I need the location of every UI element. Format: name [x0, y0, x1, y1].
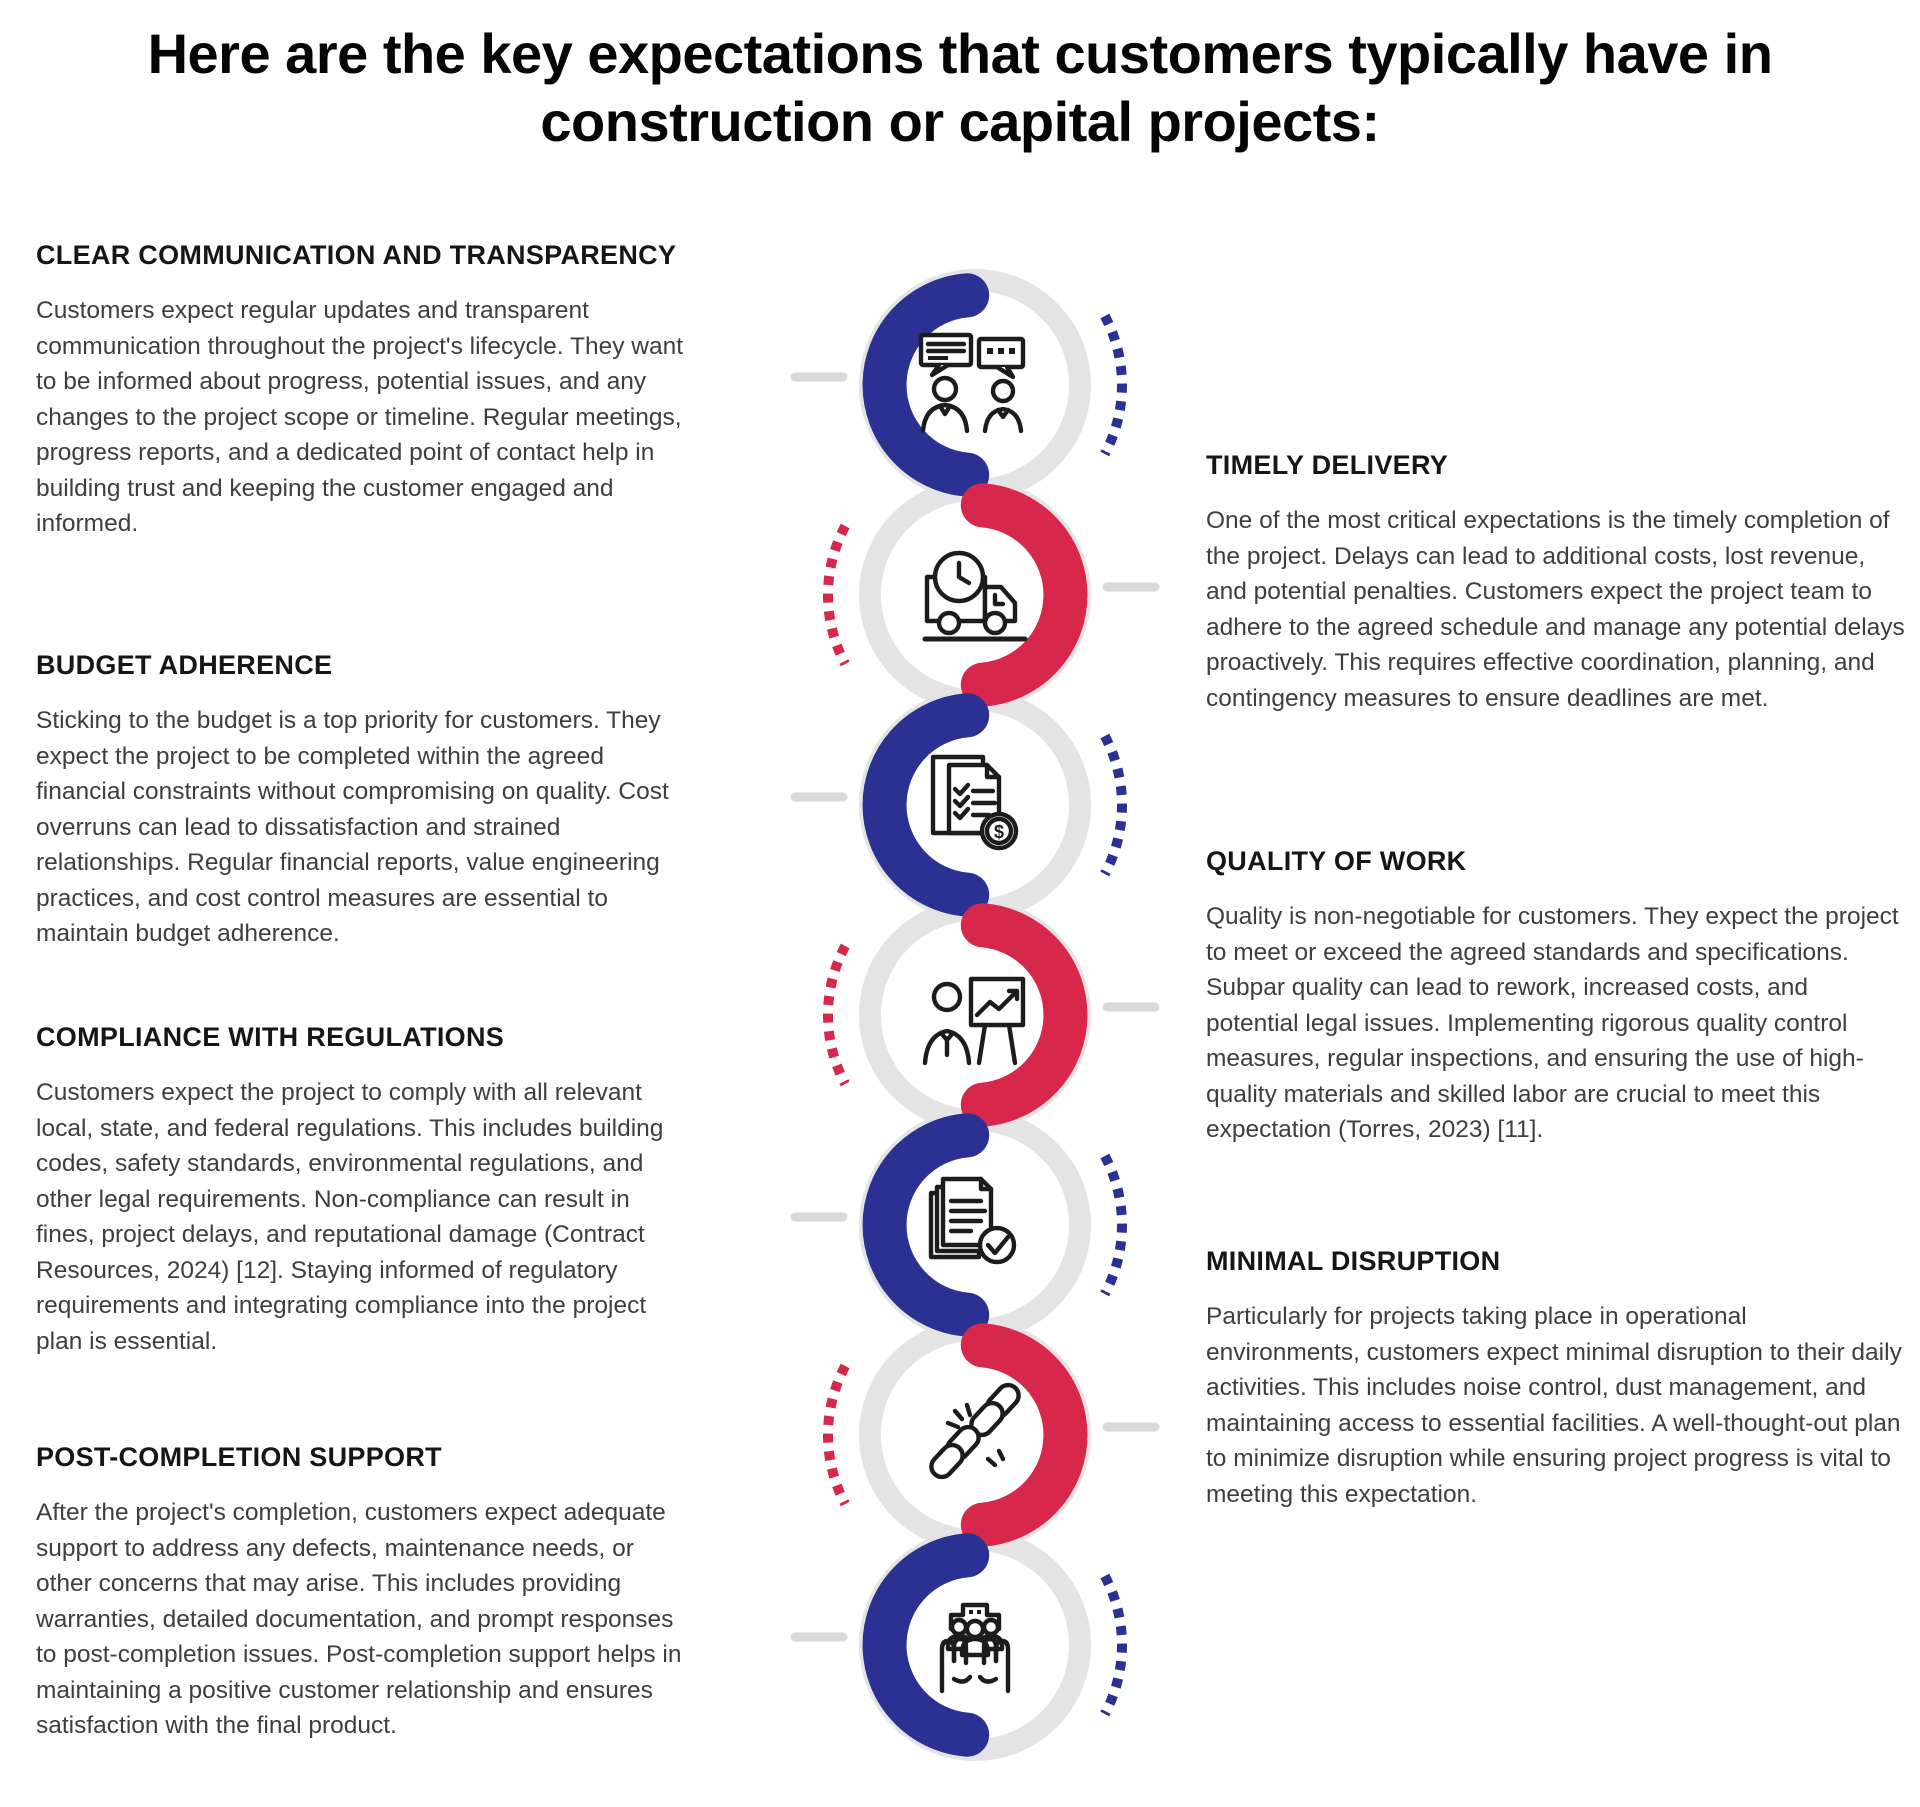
timeline-node-post-completion-support: [790, 1533, 1127, 1757]
section-heading: MINIMAL DISRUPTION: [1206, 1246, 1501, 1276]
timeline-node-quality-of-work: [823, 903, 1160, 1127]
timeline-node-timely-delivery: [823, 483, 1160, 707]
timeline-node-compliance: [790, 1113, 1127, 1337]
hands-team-icon: [939, 1602, 1011, 1694]
dotted-arc: [823, 943, 850, 1087]
page-title: Here are the key expectations that custo…: [147, 22, 1773, 154]
section-timely-delivery: TIMELY DELIVERY One of the most critical…: [1206, 450, 1906, 716]
dotted-arc: [1100, 1573, 1127, 1717]
section-heading: COMPLIANCE WITH REGULATIONS: [36, 1022, 505, 1052]
section-body: Quality is non-negotiable for customers.…: [1206, 903, 1899, 1143]
section-body: One of the most critical expectations is…: [1206, 507, 1905, 712]
section-body: Customers expect regular updates and tra…: [36, 297, 684, 537]
section-post-completion-support: POST-COMPLETION SUPPORT After the projec…: [36, 1442, 691, 1744]
timeline-node-clear-communication: [790, 273, 1127, 497]
section-body: After the project's completion, customer…: [36, 1499, 682, 1739]
section-heading: CLEAR COMMUNICATION AND TRANSPARENCY: [36, 240, 677, 270]
section-heading: TIMELY DELIVERY: [1206, 450, 1449, 480]
dotted-arc: [1100, 313, 1127, 457]
section-body: Particularly for projects taking place i…: [1206, 1303, 1902, 1508]
dotted-arc: [823, 523, 850, 667]
broken-chain-icon: [929, 1382, 1021, 1480]
dotted-arc: [823, 1363, 850, 1507]
timeline-node-minimal-disruption: [823, 1323, 1160, 1547]
dotted-arc: [1100, 1153, 1127, 1297]
section-heading: POST-COMPLETION SUPPORT: [36, 1442, 442, 1472]
section-budget-adherence: BUDGET ADHERENCE Sticking to the budget …: [36, 650, 691, 952]
section-minimal-disruption: MINIMAL DISRUPTION Particularly for proj…: [1206, 1246, 1906, 1512]
svg-text:$: $: [994, 822, 1004, 842]
section-heading: BUDGET ADHERENCE: [36, 650, 333, 680]
timeline-node-budget-adherence: $: [790, 693, 1127, 917]
delivery-truck-clock-icon: [922, 550, 1028, 642]
section-clear-communication: CLEAR COMMUNICATION AND TRANSPARENCY Cus…: [36, 240, 691, 542]
section-body: Customers expect the project to comply w…: [36, 1079, 664, 1355]
section-heading: QUALITY OF WORK: [1206, 846, 1467, 876]
approved-documents-icon: [928, 1176, 1017, 1265]
section-compliance: COMPLIANCE WITH REGULATIONS Customers ex…: [36, 1022, 691, 1359]
section-body: Sticking to the budget is a top priority…: [36, 707, 669, 947]
presentation-chart-icon: [922, 976, 1026, 1066]
communication-icon: [918, 332, 1026, 434]
section-quality-of-work: QUALITY OF WORK Quality is non-negotiabl…: [1206, 846, 1906, 1148]
budget-checklist-icon: $: [930, 754, 1019, 851]
dotted-arc: [1100, 733, 1127, 877]
